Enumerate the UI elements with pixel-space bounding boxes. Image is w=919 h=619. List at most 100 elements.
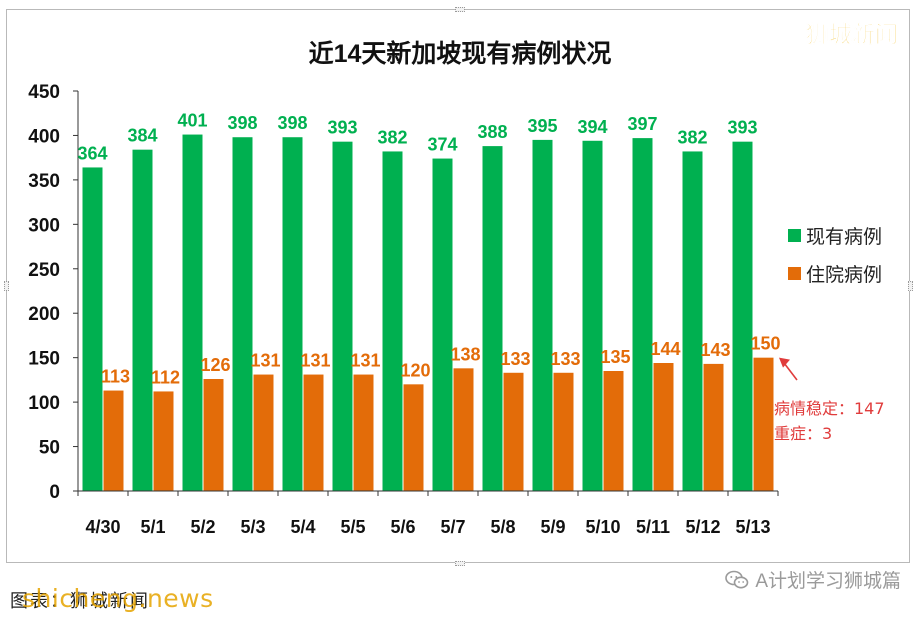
data-label-current-cases: 382 — [377, 127, 407, 147]
y-tick-label: 450 — [28, 82, 60, 103]
data-label-current-cases: 388 — [477, 122, 507, 142]
bar-hospitalized-cases — [453, 368, 474, 491]
footer-account: A计划学习狮城篇 — [725, 566, 901, 593]
data-label-hospitalized-cases: 143 — [700, 340, 730, 360]
bar-hospitalized-cases — [503, 372, 524, 491]
legend-swatch — [788, 229, 801, 242]
x-tick-label: 4/30 — [85, 517, 120, 537]
bar-hospitalized-cases — [303, 374, 324, 491]
data-label-hospitalized-cases: 133 — [550, 349, 580, 369]
x-tick-label: 5/12 — [685, 517, 720, 537]
bar-current-cases — [282, 137, 303, 491]
x-tick-label: 5/5 — [340, 517, 365, 537]
bars — [82, 134, 774, 492]
bar-current-cases — [482, 146, 503, 491]
annotation-text: 重症：3 — [774, 424, 832, 443]
data-label-hospitalized-cases: 120 — [400, 360, 430, 380]
data-label-hospitalized-cases: 112 — [151, 367, 180, 387]
wechat-icon — [725, 570, 749, 588]
y-tick-label: 400 — [28, 126, 60, 147]
data-label-current-cases: 393 — [727, 118, 757, 138]
y-tick-label: 300 — [28, 215, 60, 236]
data-label-hospitalized-cases: 144 — [650, 339, 680, 359]
bar-current-cases — [182, 134, 203, 492]
bar-hospitalized-cases — [203, 379, 224, 491]
footer-caption: 图表：狮城新闻 — [10, 591, 150, 612]
x-tick-label: 5/1 — [140, 517, 165, 537]
data-label-current-cases: 374 — [427, 135, 457, 155]
data-label-hospitalized-cases: 133 — [500, 349, 530, 369]
data-label-current-cases: 398 — [277, 113, 307, 133]
bar-hospitalized-cases — [553, 372, 574, 491]
y-tick-label: 0 — [49, 482, 60, 503]
x-tick-label: 5/4 — [290, 517, 315, 537]
y-tick-label: 200 — [28, 304, 60, 325]
bar-hospitalized-cases — [653, 363, 674, 491]
footer-watermark: shicheng.news — [22, 584, 214, 613]
data-label-hospitalized-cases: 131 — [350, 351, 380, 371]
data-label-current-cases: 364 — [77, 143, 107, 163]
bar-current-cases — [432, 158, 453, 492]
x-tick-label: 5/8 — [490, 517, 515, 537]
annotation-arrowhead — [779, 357, 790, 368]
x-tick-label: 5/13 — [735, 517, 770, 537]
bar-hospitalized-cases — [703, 363, 724, 491]
data-label-current-cases: 384 — [127, 126, 157, 146]
legend-label: 现有病例 — [806, 226, 882, 248]
bar-hospitalized-cases — [103, 390, 124, 491]
data-label-hospitalized-cases: 150 — [750, 334, 780, 354]
resize-handle-left[interactable] — [4, 281, 9, 291]
chart-title: 近14天新加坡现有病例状况 — [309, 39, 612, 68]
data-label-current-cases: 401 — [177, 111, 207, 131]
x-tick-label: 5/10 — [585, 517, 620, 537]
data-label-current-cases: 382 — [677, 127, 707, 147]
watermark-logo: 狮城新闻 — [806, 21, 898, 48]
data-label-hospitalized-cases: 126 — [200, 355, 230, 375]
data-label-hospitalized-cases: 131 — [250, 351, 280, 371]
bar-hospitalized-cases — [253, 374, 274, 491]
bar-hospitalized-cases — [403, 384, 424, 491]
x-axis: 4/30 5/1 5/2 5/3 5/4 5/5 5/6 5/7 5/8 5/9 5/10 5/11 5… — [77, 490, 779, 537]
bar-current-cases — [682, 151, 703, 491]
legend-swatch — [788, 267, 801, 280]
bar-hospitalized-cases — [153, 391, 174, 491]
x-tick-label: 5/7 — [440, 517, 465, 537]
data-labels: 364 384 401 398 398 393 382 374 388 395 394 397 382 3… — [77, 111, 780, 388]
annotation: 病情稳定：147 重症：3 — [774, 357, 885, 443]
y-tick-label: 350 — [28, 171, 60, 192]
resize-handle-bottom[interactable] — [455, 561, 465, 566]
data-label-hospitalized-cases: 138 — [450, 344, 480, 364]
bar-hospitalized-cases — [753, 357, 774, 491]
data-label-current-cases: 395 — [527, 116, 557, 136]
bar-current-cases — [632, 138, 653, 491]
data-label-hospitalized-cases: 131 — [300, 351, 330, 371]
data-label-current-cases: 398 — [227, 113, 257, 133]
bar-current-cases — [532, 139, 553, 491]
x-tick-label: 5/9 — [540, 517, 565, 537]
data-label-current-cases: 393 — [327, 118, 357, 138]
x-tick-label: 5/2 — [190, 517, 215, 537]
bar-current-cases — [332, 141, 353, 491]
bar-current-cases — [582, 140, 603, 491]
y-tick-label: 250 — [28, 260, 60, 281]
bar-current-cases — [232, 137, 253, 491]
y-tick-label: 150 — [28, 349, 60, 370]
bar-hospitalized-cases — [603, 371, 624, 491]
x-tick-label: 5/3 — [240, 517, 265, 537]
account-name: A计划学习狮城篇 — [755, 571, 901, 592]
bar-hospitalized-cases — [353, 374, 374, 491]
bar-current-cases — [732, 141, 753, 491]
resize-handle-right[interactable] — [908, 281, 913, 291]
y-axis: 0 50 100 150 200 250 300 350 400 450 — [28, 82, 79, 503]
resize-handle-top[interactable] — [455, 7, 465, 12]
data-label-current-cases: 397 — [627, 114, 657, 134]
y-tick-label: 100 — [28, 393, 60, 414]
bar-current-cases — [82, 167, 103, 491]
data-label-hospitalized-cases: 135 — [600, 347, 630, 367]
x-tick-label: 5/6 — [390, 517, 415, 537]
legend-label: 住院病例 — [806, 264, 882, 286]
x-tick-label: 5/11 — [636, 517, 670, 537]
annotation-text: 病情稳定：147 — [774, 399, 885, 418]
